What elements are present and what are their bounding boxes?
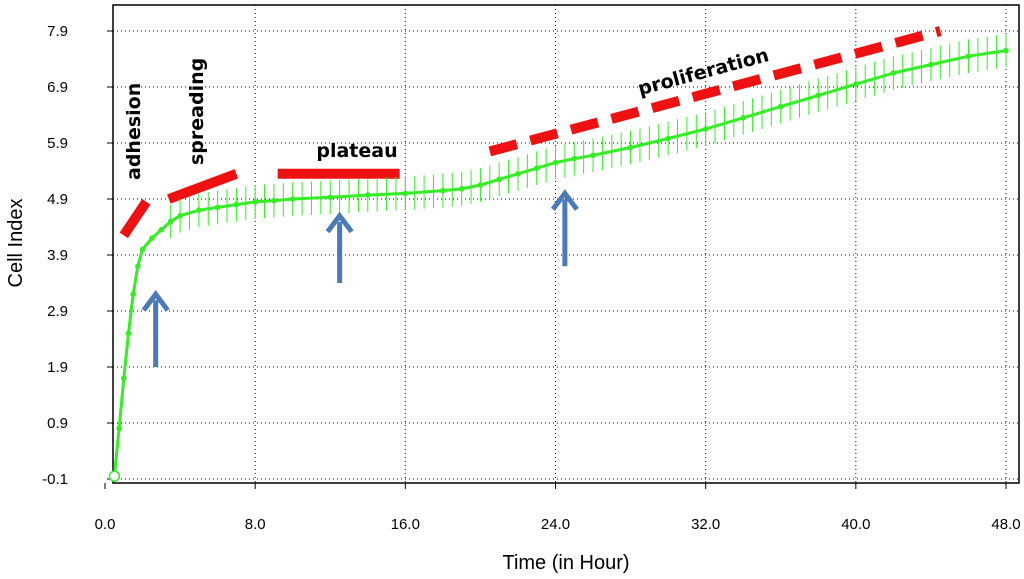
data-point — [928, 61, 934, 68]
y-tick-label: 4.9 — [47, 191, 68, 208]
data-point — [853, 81, 859, 87]
y-tick-label: 5.9 — [47, 135, 68, 152]
plot-area-border — [112, 4, 1020, 484]
data-point — [120, 375, 127, 382]
data-point — [167, 218, 174, 225]
data-point — [440, 187, 446, 194]
data-point — [496, 176, 502, 183]
y-tick-label: 0.9 — [47, 415, 68, 432]
phase-label-adhesion: adhesion — [123, 83, 145, 180]
data-point — [135, 263, 141, 270]
data-point — [139, 246, 146, 253]
phase-line-spreading — [167, 169, 239, 204]
data-point — [402, 190, 409, 197]
data-point — [1003, 47, 1009, 54]
phase-label-spreading: spreading — [186, 58, 208, 165]
y-tick-label: 3.9 — [47, 247, 68, 264]
arrow-adhesion-head — [141, 290, 170, 312]
x-tick-label: 48.0 — [991, 516, 1020, 533]
y-tick-label: 2.9 — [47, 303, 68, 320]
data-point — [116, 425, 122, 432]
y-axis: -0.1 0.9 1.9 2.9 3.9 4.9 5.9 6.9 7.9 — [42, 23, 113, 488]
data-point — [515, 171, 521, 177]
x-axis: 0.0 8.0 16.0 24.0 32.0 40.0 48.0 — [95, 483, 1021, 533]
y-tick-label: 7.9 — [47, 23, 68, 40]
start-marker — [108, 470, 121, 482]
series-line — [112, 49, 1007, 477]
data-point — [458, 186, 465, 192]
data-series — [108, 47, 1009, 482]
y-tick-label: 1.9 — [47, 359, 68, 376]
x-tick-label: 0.0 — [95, 516, 116, 533]
data-point — [815, 92, 822, 99]
data-point — [125, 330, 132, 337]
x-tick-label: 24.0 — [541, 516, 570, 533]
data-point — [627, 144, 634, 151]
data-point — [590, 152, 596, 159]
phase-line-proliferation — [488, 26, 942, 157]
data-point — [552, 159, 559, 166]
data-point — [252, 199, 258, 205]
data-point — [130, 291, 136, 298]
y-tick-label: 6.9 — [47, 79, 68, 96]
data-point — [965, 53, 972, 59]
data-point — [702, 126, 709, 132]
data-point — [289, 196, 296, 202]
phase-overlays — [119, 26, 942, 239]
arrow-proliferation-head — [550, 189, 579, 211]
x-tick-label: 8.0 — [245, 516, 266, 533]
data-point — [740, 115, 747, 121]
x-tick-label: 32.0 — [691, 516, 720, 533]
x-tick-label: 40.0 — [841, 516, 870, 533]
data-point — [890, 70, 897, 76]
phase-line-adhesion — [119, 199, 151, 239]
x-tick-label: 16.0 — [391, 516, 420, 533]
data-point — [477, 182, 484, 188]
data-point — [271, 197, 277, 204]
data-point — [665, 135, 671, 142]
data-point — [177, 213, 183, 219]
phase-label-plateau: plateau — [316, 140, 397, 162]
data-point — [364, 192, 371, 198]
annotation-arrows — [141, 189, 579, 367]
data-point — [777, 103, 784, 110]
data-point — [149, 235, 155, 241]
data-point — [571, 155, 578, 162]
y-tick-label: -0.1 — [42, 471, 68, 488]
x-axis-title: Time (in Hour) — [502, 552, 629, 574]
data-point — [233, 201, 240, 208]
data-point — [158, 227, 165, 233]
data-point — [327, 194, 334, 201]
data-point — [214, 204, 221, 211]
arrow-plateau-head — [325, 211, 354, 234]
data-point — [533, 165, 540, 171]
data-point — [196, 207, 202, 213]
y-axis-title: Cell Index — [5, 199, 27, 288]
